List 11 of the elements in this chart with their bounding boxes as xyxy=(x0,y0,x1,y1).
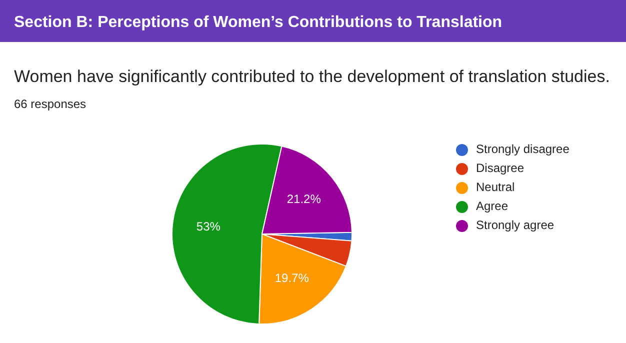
legend-label: Agree xyxy=(476,199,508,214)
text: 66 responses xyxy=(14,97,86,111)
legend-label: Strongly agree xyxy=(476,218,554,232)
data-label: 19.7% xyxy=(274,271,310,286)
chart-subtitle: Women have significantly contributed to the development of translation studies. xyxy=(14,67,610,86)
data-label: 53% xyxy=(196,219,221,234)
data-label: 21.2% xyxy=(286,192,322,206)
legend-label: Strongly disagree xyxy=(476,142,570,156)
chart-title: Section B: Perceptions of Women’s Contributions to Translation xyxy=(14,14,502,31)
legend-label: Neutral xyxy=(476,180,515,194)
legend-label: Disagree xyxy=(476,161,524,176)
